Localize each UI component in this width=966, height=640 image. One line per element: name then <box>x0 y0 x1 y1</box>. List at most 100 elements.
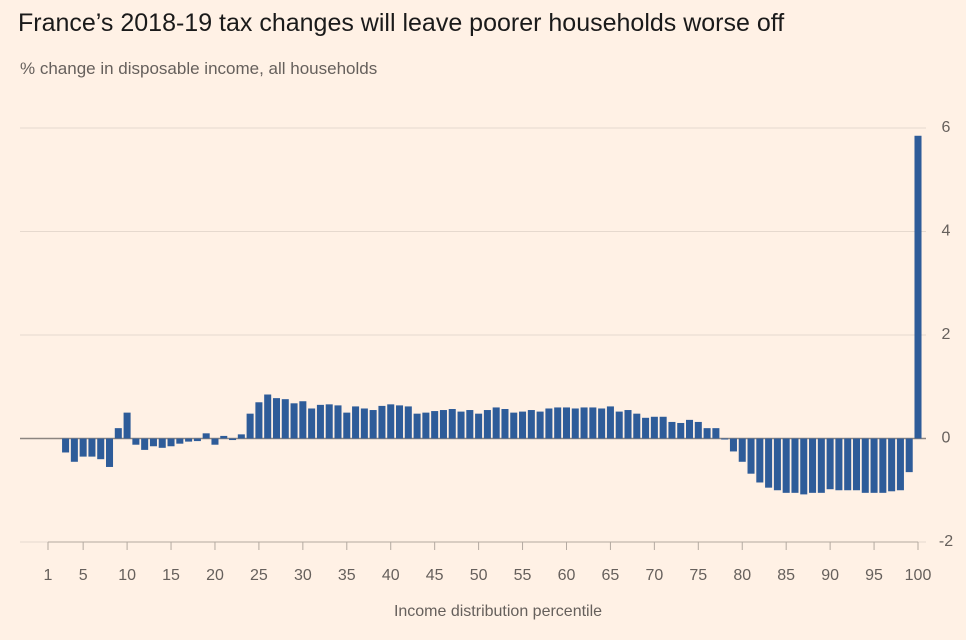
bar <box>773 438 781 491</box>
bar <box>527 410 535 439</box>
bar <box>536 411 544 439</box>
x-tick-label: 95 <box>865 567 883 584</box>
bar <box>439 410 447 439</box>
bar <box>237 434 245 439</box>
x-tick-label: 30 <box>294 567 312 584</box>
bar <box>721 438 729 440</box>
bar <box>896 438 904 491</box>
bar <box>729 438 737 452</box>
bar <box>123 412 131 439</box>
chart-title: France’s 2018-19 tax changes will leave … <box>18 9 784 37</box>
bar <box>712 428 720 439</box>
bar <box>668 421 676 439</box>
x-tick-label: 10 <box>118 567 136 584</box>
x-tick-label: 15 <box>162 567 180 584</box>
bar <box>914 135 922 439</box>
bar <box>106 438 114 467</box>
bar <box>501 409 509 439</box>
bar <box>246 413 254 439</box>
bar <box>343 412 351 439</box>
bar <box>747 438 755 474</box>
bar <box>422 412 430 439</box>
bar <box>817 438 825 493</box>
bar <box>396 405 404 439</box>
bar <box>870 438 878 493</box>
x-tick-label: 25 <box>250 567 268 584</box>
bar <box>483 410 491 439</box>
bar <box>185 438 193 442</box>
bar <box>861 438 869 493</box>
x-tick-label: 70 <box>645 567 663 584</box>
x-tick-label: 45 <box>426 567 444 584</box>
bar <box>835 438 843 491</box>
x-tick-label: 5 <box>79 567 88 584</box>
bar <box>598 408 606 439</box>
bar <box>800 438 808 495</box>
x-tick-label: 20 <box>206 567 224 584</box>
bar <box>272 398 280 439</box>
bar <box>316 404 324 439</box>
bar <box>852 438 860 491</box>
bar <box>202 433 210 439</box>
x-axis-label: Income distribution percentile <box>394 603 602 620</box>
bar <box>809 438 817 493</box>
bar <box>88 438 96 457</box>
bar <box>765 438 773 488</box>
bar <box>606 406 614 439</box>
bar <box>413 413 421 439</box>
bar <box>589 407 597 439</box>
bar <box>352 406 360 439</box>
bar <box>633 413 641 439</box>
bar <box>149 438 157 447</box>
bar <box>176 438 184 444</box>
bar <box>624 410 632 439</box>
x-tick-label: 75 <box>689 567 707 584</box>
bar <box>158 438 166 448</box>
bar <box>448 409 456 439</box>
bar <box>281 399 289 439</box>
bar <box>562 407 570 439</box>
bar <box>615 411 623 439</box>
bar <box>229 438 237 441</box>
bar <box>519 411 527 439</box>
bar <box>782 438 790 493</box>
bar <box>387 404 395 439</box>
bar <box>554 407 562 439</box>
y-tick-label: 6 <box>942 119 951 136</box>
bar <box>431 411 439 439</box>
bar <box>70 438 78 462</box>
y-tick-label: 0 <box>942 430 951 447</box>
bar <box>62 438 70 453</box>
x-tick-label: 1 <box>44 567 53 584</box>
x-tick-label: 55 <box>514 567 532 584</box>
bar <box>334 405 342 439</box>
bar <box>844 438 852 491</box>
bar <box>360 408 368 439</box>
bar <box>888 438 896 492</box>
bar <box>79 438 87 457</box>
bar <box>738 438 746 462</box>
bar <box>703 428 711 439</box>
x-tick-label: 40 <box>382 567 400 584</box>
bar <box>466 410 474 439</box>
bar <box>264 394 272 439</box>
bar <box>97 438 105 460</box>
bar <box>791 438 799 493</box>
bar <box>299 401 307 439</box>
x-tick-label: 80 <box>733 567 751 584</box>
bar <box>255 402 263 439</box>
bar <box>642 417 650 439</box>
bar <box>211 438 219 445</box>
bar <box>308 408 316 439</box>
y-tick-label: 2 <box>942 326 951 343</box>
bar <box>879 438 887 493</box>
bar <box>826 438 834 490</box>
bar <box>404 406 412 439</box>
bar <box>686 419 694 439</box>
bar <box>492 407 500 439</box>
bar <box>114 428 122 439</box>
x-tick-label: 60 <box>558 567 576 584</box>
x-tick-label: 65 <box>602 567 620 584</box>
bar <box>510 412 518 439</box>
